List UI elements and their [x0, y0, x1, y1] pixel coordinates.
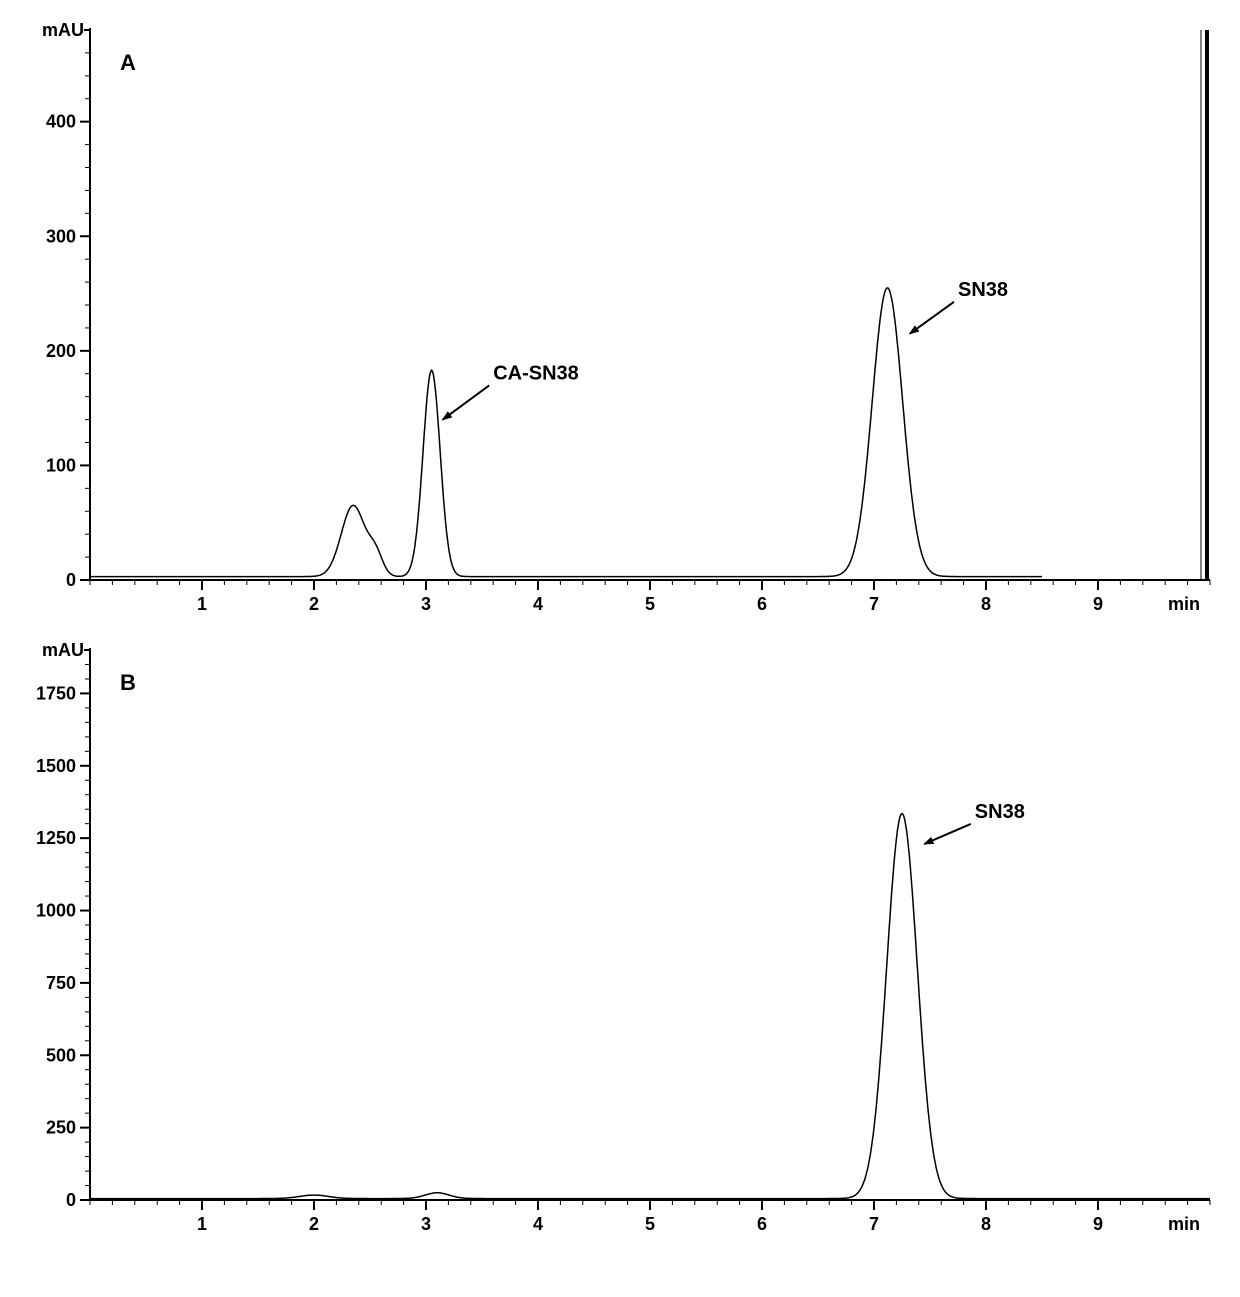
y-axis-unit: mAU — [42, 640, 84, 660]
x-axis-unit: min — [1168, 1214, 1200, 1234]
y-tick-label: 200 — [46, 341, 76, 361]
peak-label: SN38 — [958, 279, 1008, 301]
y-tick-label: 1500 — [36, 756, 76, 776]
chart-panel-b: 0 250 500 750 1000 1250 1500 1750 1 2 3 4 5 6 7 8 9 mAU mi… — [10, 630, 1230, 1250]
peak-label: SN38 — [975, 801, 1025, 823]
x-tick-label: 1 — [197, 594, 207, 614]
x-tick-label: 1 — [197, 1214, 207, 1234]
x-tick-label: 4 — [533, 594, 543, 614]
y-tick-label: 0 — [66, 1190, 76, 1210]
x-tick-label: 3 — [421, 1214, 431, 1234]
y-tick-label: 300 — [46, 226, 76, 246]
x-tick-label: 5 — [645, 594, 655, 614]
panel-label: B — [120, 670, 136, 695]
x-tick-label: 8 — [981, 1214, 991, 1234]
y-tick-label: 100 — [46, 455, 76, 475]
peak-label: CA-SN38 — [493, 362, 579, 384]
chromatogram-trace — [90, 814, 1210, 1199]
x-tick-label: 3 — [421, 594, 431, 614]
x-tick-label: 9 — [1093, 594, 1103, 614]
y-tick-label: 1750 — [36, 683, 76, 703]
x-tick-label: 6 — [757, 594, 767, 614]
x-tick-label: 7 — [869, 594, 879, 614]
x-tick-label: 2 — [309, 1214, 319, 1234]
x-tick-label: 4 — [533, 1214, 543, 1234]
y-tick-label: 750 — [46, 973, 76, 993]
chart-panel-a: 0 100 200 300 400 1 2 3 4 5 6 7 8 9 mAU min A CA-SN38 SN38 — [10, 10, 1230, 630]
x-tick-label: 5 — [645, 1214, 655, 1234]
y-tick-label: 500 — [46, 1045, 76, 1065]
chromatogram-figure: 0 100 200 300 400 1 2 3 4 5 6 7 8 9 mAU min A CA-SN38 SN38… — [10, 10, 1230, 1250]
x-axis-unit: min — [1168, 594, 1200, 614]
x-tick-label: 8 — [981, 594, 991, 614]
y-tick-label: 1000 — [36, 901, 76, 921]
x-tick-label: 9 — [1093, 1214, 1103, 1234]
y-tick-label: 250 — [46, 1118, 76, 1138]
y-tick-label: 0 — [66, 570, 76, 590]
panel-label: A — [120, 50, 136, 75]
x-tick-label: 6 — [757, 1214, 767, 1234]
y-tick-label: 1250 — [36, 828, 76, 848]
y-tick-label: 400 — [46, 112, 76, 132]
chromatogram-trace — [90, 288, 1042, 577]
x-tick-label: 7 — [869, 1214, 879, 1234]
y-axis-unit: mAU — [42, 20, 84, 40]
x-tick-label: 2 — [309, 594, 319, 614]
